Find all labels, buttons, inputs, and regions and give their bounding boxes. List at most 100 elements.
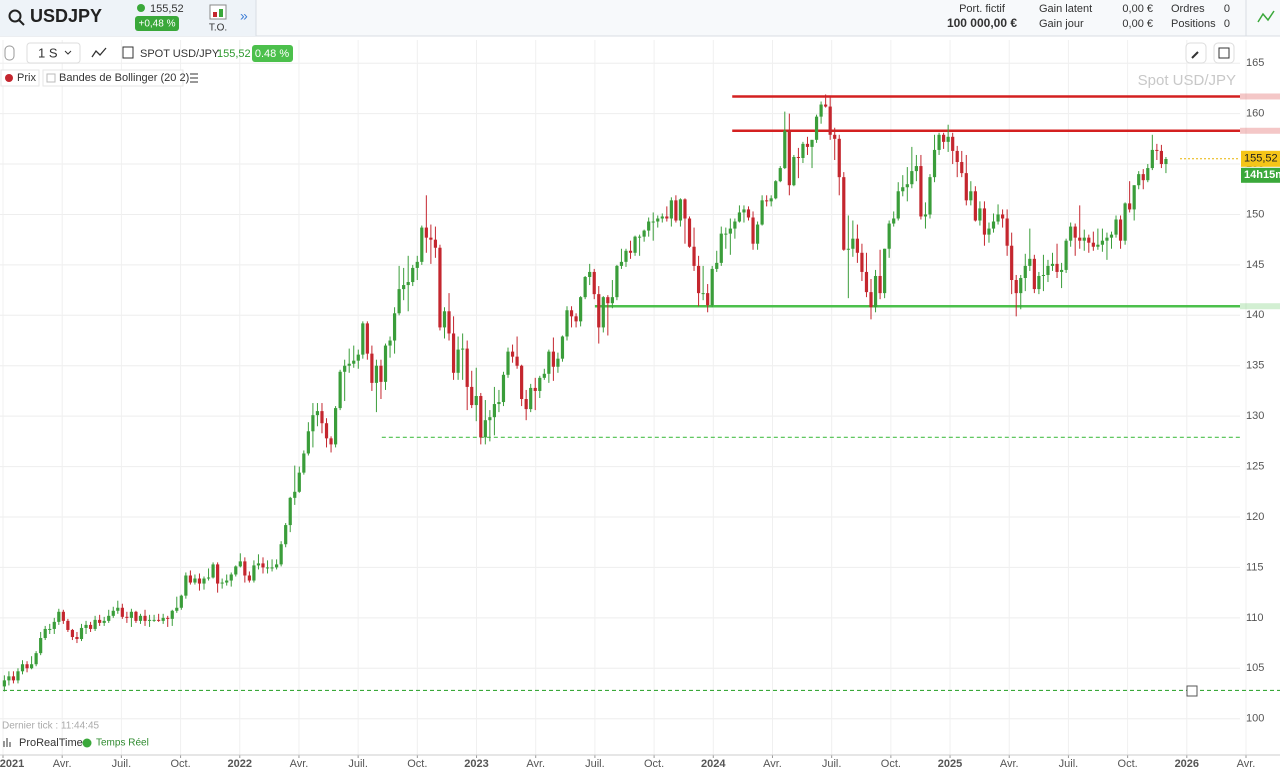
y-tick-label: 165 <box>1246 57 1264 69</box>
candle-body <box>846 248 850 250</box>
expand-icon[interactable]: » <box>240 8 248 24</box>
candle-body <box>170 610 174 619</box>
search-icon[interactable] <box>8 9 22 23</box>
candle-body <box>429 237 433 240</box>
candle-body <box>392 313 397 341</box>
dropdown-arrow <box>64 50 72 55</box>
portfolio-value: 100 000,00 € <box>947 16 1017 30</box>
candle-body <box>547 351 551 374</box>
x-tick-label: Juil. <box>112 758 132 770</box>
candle-body <box>415 261 419 268</box>
candle-body <box>1096 244 1100 247</box>
candle-body <box>574 316 578 322</box>
candle-body <box>787 130 791 186</box>
x-tick-label: 2024 <box>701 758 726 770</box>
level-tag <box>1240 303 1280 310</box>
app-icon[interactable] <box>1257 10 1275 23</box>
candle-body <box>969 191 973 201</box>
fit-button[interactable] <box>1186 685 1198 697</box>
candle-body <box>601 297 605 328</box>
candle-body <box>161 617 165 621</box>
candle-body <box>1105 237 1109 241</box>
candle-body <box>175 607 179 611</box>
candle-body <box>1109 234 1114 238</box>
candle-body <box>579 297 583 322</box>
to-label[interactable]: T.O. <box>209 23 227 34</box>
candle-body <box>1028 258 1032 266</box>
x-tick-label: Oct. <box>1118 758 1138 770</box>
portfolio-label: Port. fictif <box>959 3 1006 15</box>
candle-body <box>760 200 764 225</box>
candle-body <box>1055 263 1059 272</box>
candle-body <box>746 209 751 218</box>
candle-body <box>996 214 1000 222</box>
candle-body <box>597 294 601 328</box>
candle-body <box>592 271 596 295</box>
candle-body <box>656 218 660 222</box>
legend-price[interactable]: Prix <box>17 72 36 84</box>
candle-body <box>919 166 923 217</box>
level-tag <box>1240 127 1280 134</box>
list-icon[interactable] <box>190 73 198 83</box>
candle-body <box>216 564 220 584</box>
candle-body <box>765 200 769 202</box>
candle-body <box>1091 242 1095 247</box>
candle-body <box>506 351 510 375</box>
candle-body <box>107 615 111 621</box>
candle-body <box>125 616 129 618</box>
candle-body <box>188 575 192 583</box>
info-icon[interactable] <box>122 46 134 59</box>
candle-body <box>75 637 79 640</box>
candle-body <box>247 575 251 581</box>
candle-body <box>914 166 918 172</box>
candle-body <box>374 365 379 383</box>
candle-body <box>928 177 932 215</box>
y-tick-label: 125 <box>1246 460 1264 472</box>
x-tick-label: 2026 <box>1175 758 1199 770</box>
x-tick-label: Juil. <box>348 758 368 770</box>
candle-body <box>402 285 406 290</box>
drag-handle[interactable] <box>4 45 15 61</box>
candle-body <box>206 577 211 579</box>
candle-body <box>411 267 415 283</box>
candle-body <box>225 580 229 583</box>
legend-bollinger[interactable]: Bandes de Bollinger (20 2) <box>59 72 189 84</box>
candle-body <box>388 340 392 346</box>
y-tick-label: 135 <box>1246 360 1264 372</box>
x-tick-label: 2021 <box>0 758 24 770</box>
candle-body <box>978 208 982 221</box>
candle-body <box>538 377 542 391</box>
candle-body <box>461 348 465 350</box>
candle-body <box>529 387 533 410</box>
candle-body <box>860 252 864 272</box>
window-button[interactable] <box>1213 42 1235 64</box>
to-icon[interactable] <box>209 4 227 20</box>
candle-body <box>842 177 846 250</box>
candle-body <box>665 216 669 219</box>
x-tick-label: 2022 <box>228 758 252 770</box>
candle-body <box>964 173 968 201</box>
candle-body <box>57 611 61 622</box>
legend-item[interactable] <box>42 69 184 87</box>
candle-body <box>706 293 710 306</box>
period-select[interactable] <box>26 42 81 64</box>
candle-body <box>833 134 837 139</box>
candle-body <box>892 218 896 224</box>
candle-body <box>783 130 787 169</box>
candle-body <box>166 617 170 619</box>
candle-body <box>293 491 297 498</box>
indicator-icon[interactable] <box>91 47 107 58</box>
candle-body <box>1118 219 1123 241</box>
candle-body <box>669 200 673 219</box>
legend-item[interactable] <box>0 69 40 87</box>
candle-body <box>311 415 315 432</box>
x-tick-label: Oct. <box>407 758 427 770</box>
candle-body <box>70 629 75 638</box>
symbol[interactable]: USDJPY <box>30 6 102 26</box>
candle-body <box>774 181 778 199</box>
y-tick-label: 100 <box>1246 713 1264 725</box>
status-dot <box>137 4 145 12</box>
period[interactable]: 1 S <box>38 45 58 60</box>
last-price-tag <box>1241 150 1280 167</box>
candle-body <box>692 246 696 266</box>
